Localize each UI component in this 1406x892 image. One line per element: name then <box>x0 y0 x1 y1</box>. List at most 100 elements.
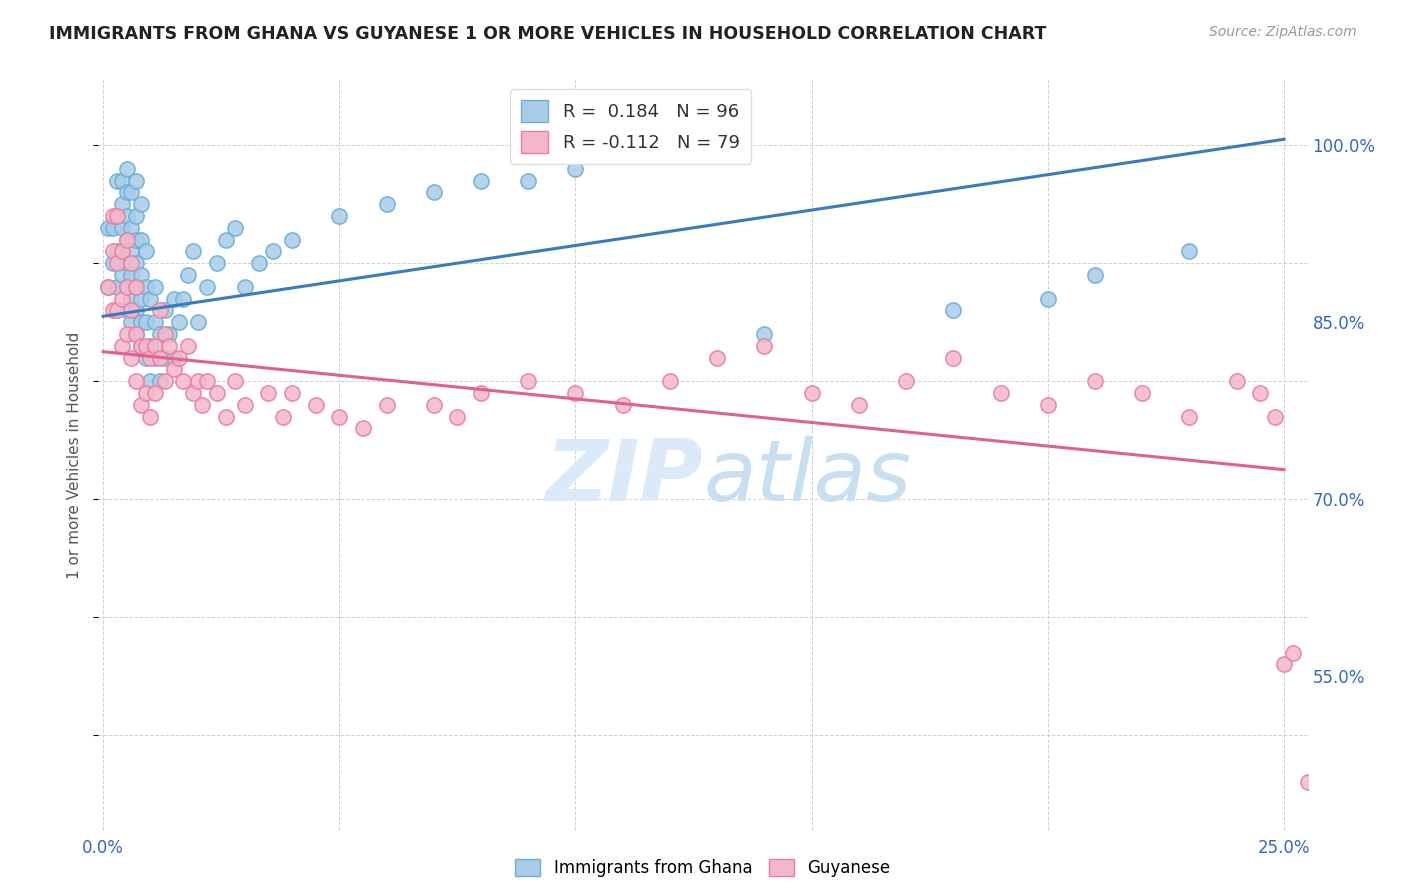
Point <box>111 292 134 306</box>
Point <box>101 256 124 270</box>
Point <box>139 339 162 353</box>
Point <box>111 339 134 353</box>
Point <box>121 292 143 306</box>
Point <box>281 233 304 247</box>
Point <box>115 303 138 318</box>
Point <box>942 303 965 318</box>
Point <box>157 339 180 353</box>
Point <box>135 279 157 293</box>
Point <box>195 279 218 293</box>
Point <box>233 279 256 293</box>
Point <box>1178 244 1201 259</box>
Point <box>224 374 246 388</box>
Point <box>375 398 398 412</box>
Point <box>205 386 228 401</box>
Point <box>1320 669 1343 683</box>
Point <box>177 339 200 353</box>
Point <box>149 351 172 365</box>
Legend: Immigrants from Ghana, Guyanese: Immigrants from Ghana, Guyanese <box>509 852 897 884</box>
Point <box>143 339 166 353</box>
Point <box>517 173 540 187</box>
Point <box>115 279 138 293</box>
Point <box>121 256 143 270</box>
Point <box>305 398 328 412</box>
Point <box>139 374 162 388</box>
Text: Source: ZipAtlas.com: Source: ZipAtlas.com <box>1209 25 1357 39</box>
Point <box>143 386 166 401</box>
Point <box>115 233 138 247</box>
Point <box>517 374 540 388</box>
Point <box>125 209 148 223</box>
Point <box>1084 268 1107 282</box>
Point <box>101 220 124 235</box>
Point <box>135 351 157 365</box>
Point <box>129 197 152 211</box>
Point <box>328 209 350 223</box>
Point <box>181 386 204 401</box>
Point <box>135 339 157 353</box>
Point <box>470 386 492 401</box>
Point <box>1084 374 1107 388</box>
Point <box>153 326 176 341</box>
Point <box>446 409 468 424</box>
Point <box>177 268 200 282</box>
Point <box>149 374 172 388</box>
Point <box>195 374 218 388</box>
Point <box>101 244 124 259</box>
Point <box>121 186 143 200</box>
Point <box>143 315 166 329</box>
Point <box>1130 386 1153 401</box>
Point <box>157 326 180 341</box>
Point <box>423 398 446 412</box>
Point <box>328 409 350 424</box>
Text: atlas: atlas <box>703 436 911 519</box>
Point <box>105 244 128 259</box>
Point <box>1296 775 1319 789</box>
Point <box>121 220 143 235</box>
Point <box>115 209 138 223</box>
Text: ZIP: ZIP <box>546 436 703 519</box>
Point <box>111 268 134 282</box>
Point <box>658 374 681 388</box>
Point <box>149 303 172 318</box>
Point <box>1249 386 1271 401</box>
Point <box>187 374 209 388</box>
Point <box>1272 657 1295 672</box>
Point <box>125 173 148 187</box>
Point <box>172 374 194 388</box>
Point <box>153 303 176 318</box>
Point <box>612 398 634 412</box>
Point <box>129 315 152 329</box>
Point <box>800 386 823 401</box>
Point <box>564 161 586 176</box>
Point <box>1226 374 1249 388</box>
Point <box>139 292 162 306</box>
Point <box>135 315 157 329</box>
Point <box>97 279 120 293</box>
Text: IMMIGRANTS FROM GHANA VS GUYANESE 1 OR MORE VEHICLES IN HOUSEHOLD CORRELATION CH: IMMIGRANTS FROM GHANA VS GUYANESE 1 OR M… <box>49 25 1046 43</box>
Point <box>149 326 172 341</box>
Point <box>111 244 134 259</box>
Point <box>115 186 138 200</box>
Point <box>115 161 138 176</box>
Point <box>706 351 728 365</box>
Point <box>1282 646 1305 660</box>
Point <box>121 303 143 318</box>
Point <box>257 386 280 401</box>
Legend: R =  0.184   N = 96, R = -0.112   N = 79: R = 0.184 N = 96, R = -0.112 N = 79 <box>510 89 751 164</box>
Point <box>135 386 157 401</box>
Point <box>97 279 120 293</box>
Point <box>163 292 186 306</box>
Point <box>143 279 166 293</box>
Point <box>125 279 148 293</box>
Point <box>181 244 204 259</box>
Point <box>1036 398 1059 412</box>
Point <box>564 386 586 401</box>
Point <box>262 244 284 259</box>
Point <box>894 374 917 388</box>
Point <box>129 292 152 306</box>
Point <box>352 421 374 435</box>
Point <box>129 233 152 247</box>
Point <box>125 326 148 341</box>
Point <box>153 351 176 365</box>
